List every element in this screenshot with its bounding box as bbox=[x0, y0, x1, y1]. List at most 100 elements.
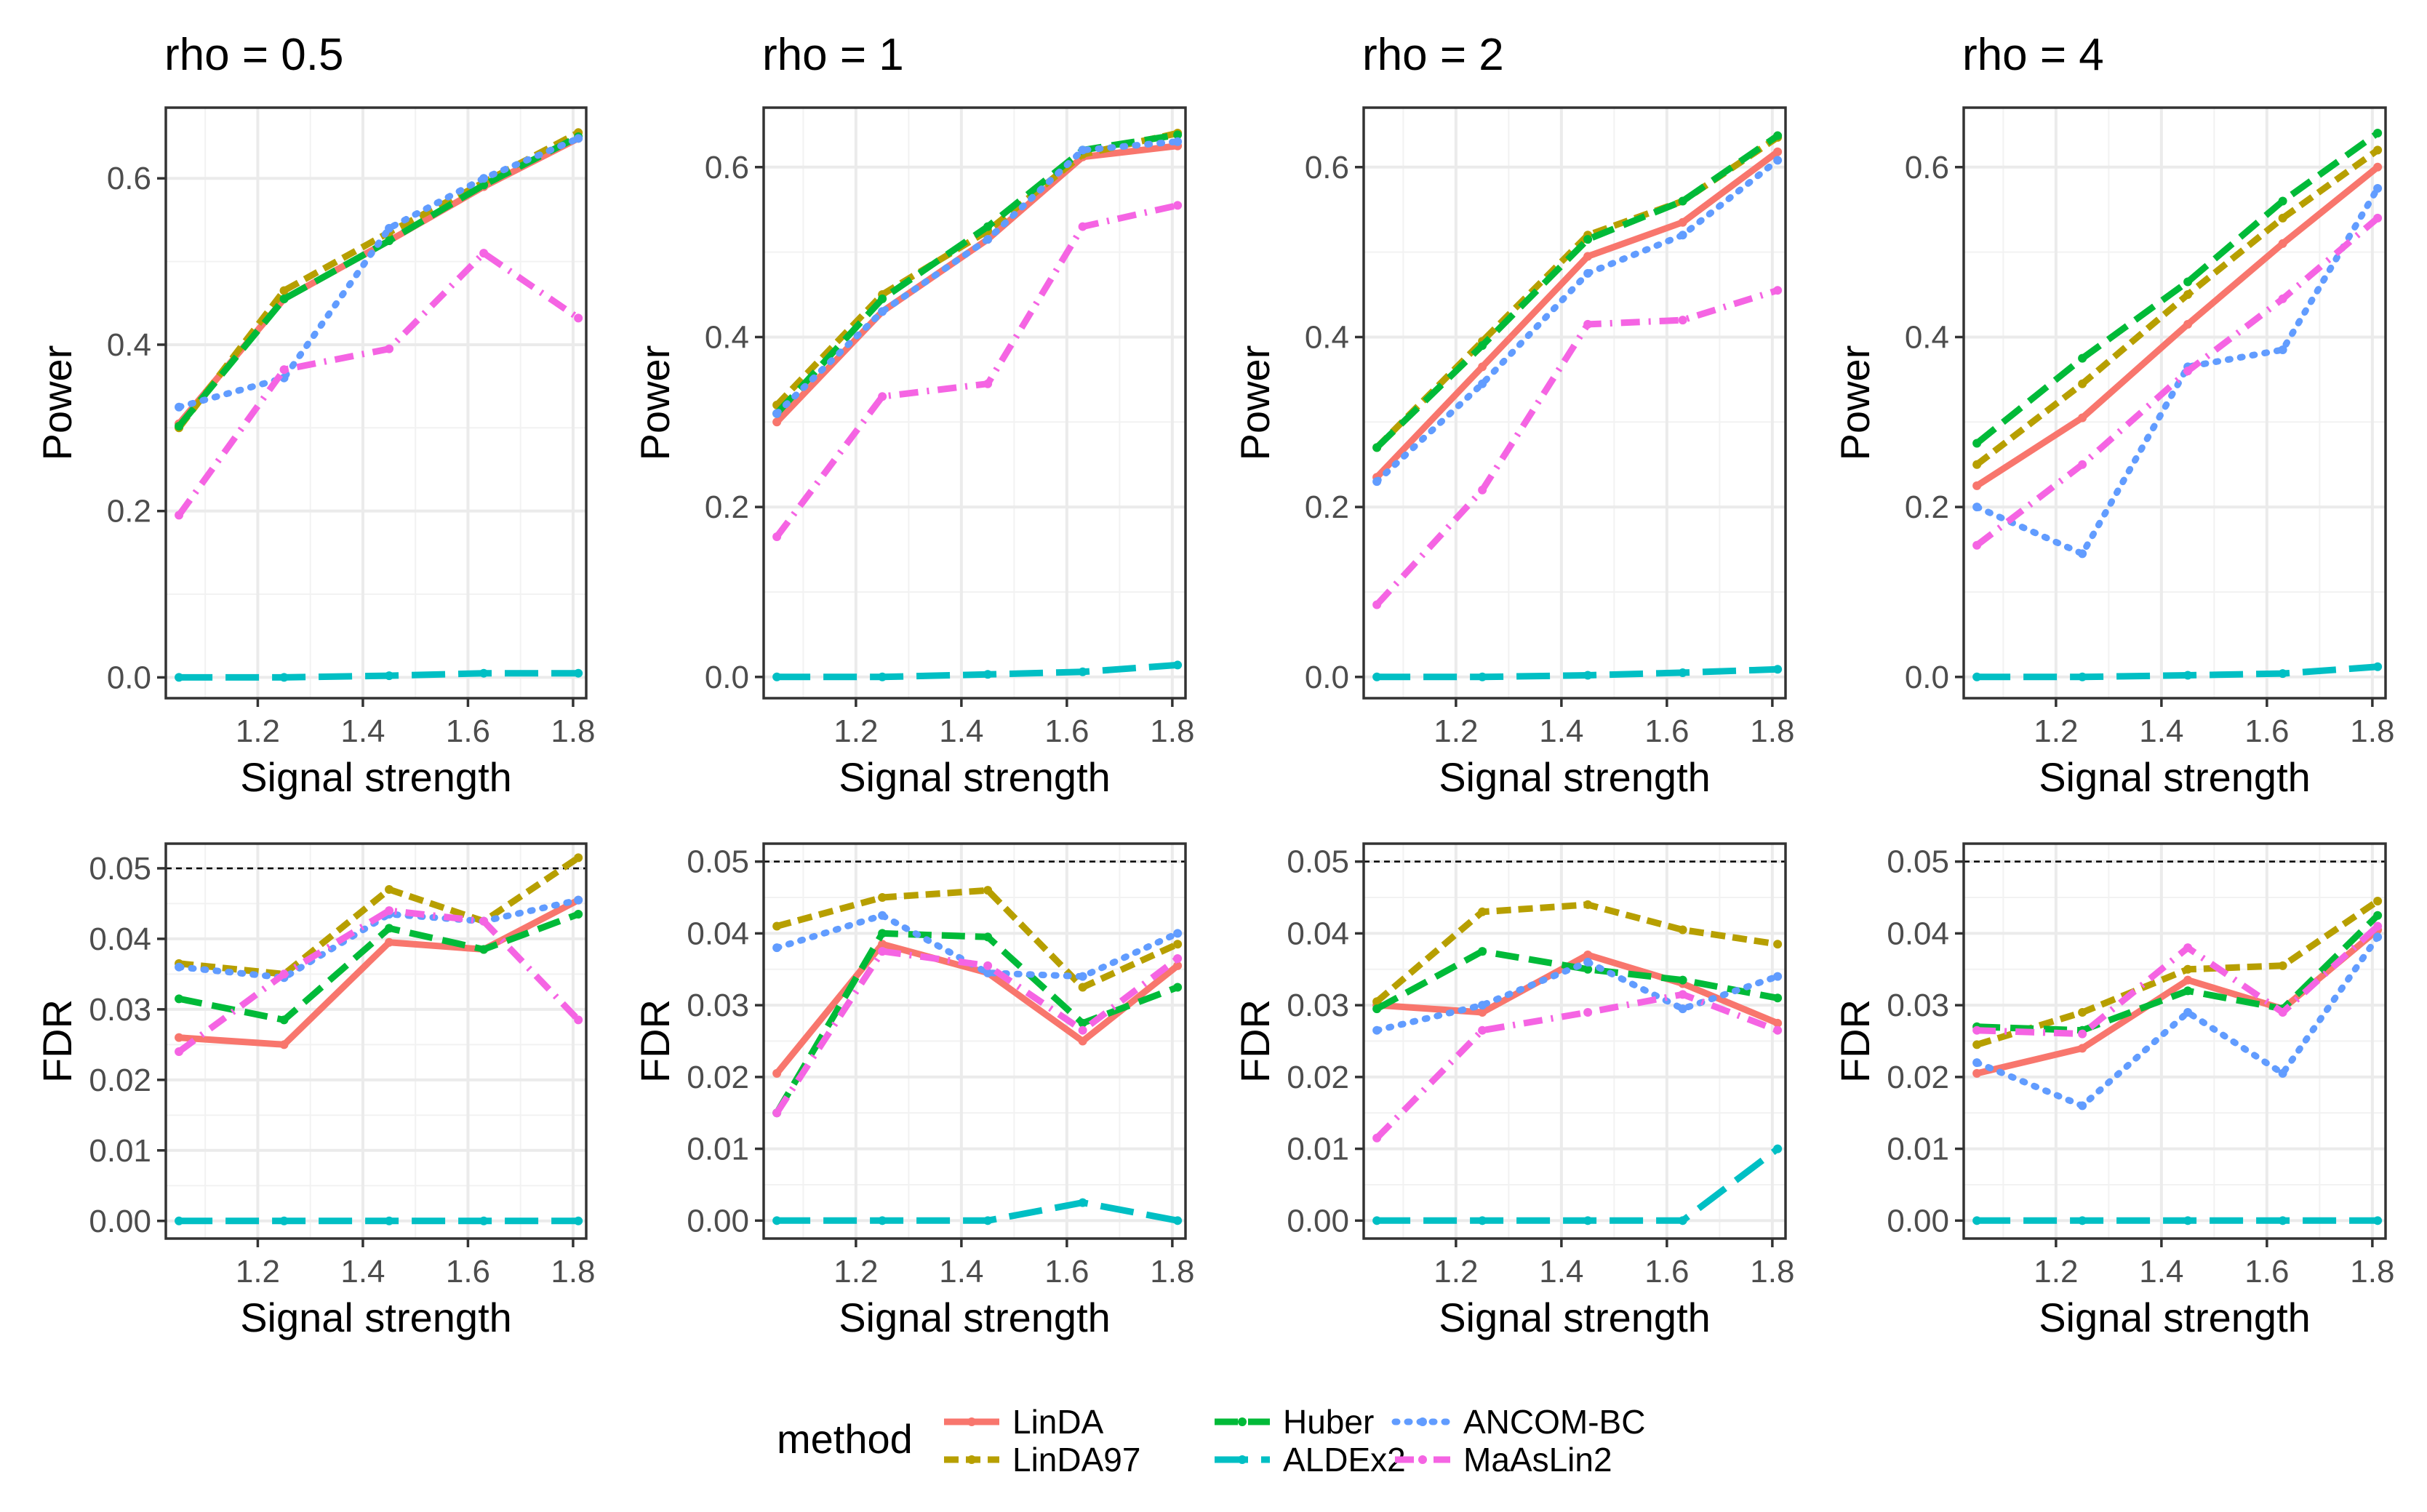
y-tick-label: 0.02 bbox=[1287, 1060, 1349, 1095]
data-point-huber bbox=[1972, 439, 1982, 448]
data-point-maaslin2 bbox=[2183, 367, 2193, 376]
data-point-linda bbox=[772, 1068, 782, 1078]
panel-title-rho-1: rho = 1 bbox=[762, 30, 904, 80]
panel-rho-1-power: 0.0 0.2 0.4 0.6 1.2 1.4 1.6 1.8 Signal strength P… bbox=[632, 106, 1194, 800]
panel-rho-4-power: 0.0 0.2 0.4 0.6 1.2 1.4 1.6 1.8 Signal strength P… bbox=[1832, 106, 2394, 800]
data-point-huber bbox=[1372, 1004, 1382, 1014]
data-point-ancom-bc bbox=[2183, 1008, 2193, 1017]
x-tick-label: 1.4 bbox=[1539, 1254, 1583, 1289]
data-point-linda97 bbox=[2373, 896, 2383, 905]
data-point-huber bbox=[1173, 130, 1183, 140]
data-point-linda97 bbox=[279, 286, 289, 295]
data-point-huber bbox=[983, 222, 993, 231]
data-point-maaslin2 bbox=[772, 532, 782, 542]
data-point-aldex2 bbox=[1583, 1216, 1593, 1225]
data-point-aldex2 bbox=[279, 1216, 289, 1225]
data-point-linda bbox=[2373, 162, 2383, 172]
panel-border bbox=[1962, 106, 2387, 700]
data-point-aldex2 bbox=[1773, 1144, 1783, 1153]
data-point-huber bbox=[1372, 443, 1382, 452]
data-point-ancom-bc bbox=[574, 134, 583, 143]
data-point-maaslin2 bbox=[983, 379, 993, 388]
data-point-aldex2 bbox=[1372, 672, 1382, 681]
y-axis-title: Power bbox=[632, 345, 678, 461]
data-point-aldex2 bbox=[2078, 1216, 2087, 1225]
data-point-aldex2 bbox=[574, 668, 583, 678]
data-point-maaslin2 bbox=[772, 1108, 782, 1118]
y-axis-title: Power bbox=[1232, 345, 1278, 461]
x-tick-label: 1.6 bbox=[446, 1254, 490, 1289]
panel-border bbox=[1962, 842, 2387, 1240]
y-tick-label: 0.01 bbox=[687, 1132, 749, 1167]
panel-title-rho-2: rho = 2 bbox=[1362, 30, 1504, 80]
data-point-ancom-bc bbox=[1583, 957, 1593, 967]
panel-border bbox=[762, 106, 1187, 700]
legend-key-point bbox=[967, 1417, 976, 1426]
data-point-linda bbox=[1972, 1068, 1982, 1078]
data-point-maaslin2 bbox=[175, 511, 184, 520]
y-tick-label: 0.05 bbox=[89, 851, 151, 887]
x-tick-label: 1.8 bbox=[551, 713, 595, 749]
series-line-maaslin2 bbox=[1374, 991, 1779, 1140]
x-tick-label: 1.8 bbox=[1750, 713, 1794, 749]
data-point-aldex2 bbox=[1773, 665, 1783, 674]
data-point-maaslin2 bbox=[574, 1015, 583, 1025]
data-point-linda bbox=[1583, 951, 1593, 960]
data-point-aldex2 bbox=[479, 1216, 489, 1225]
data-point-linda97 bbox=[983, 886, 993, 895]
x-axis-title: Signal strength bbox=[1439, 754, 1711, 800]
data-point-linda bbox=[2278, 239, 2287, 248]
x-axis-title: Signal strength bbox=[240, 1295, 512, 1340]
data-point-maaslin2 bbox=[1478, 1025, 1487, 1035]
data-point-aldex2 bbox=[2278, 1216, 2287, 1225]
x-tick-label: 1.4 bbox=[939, 1254, 983, 1289]
y-tick-label: 0.05 bbox=[687, 844, 749, 880]
data-point-ancom-bc bbox=[1372, 477, 1382, 487]
data-point-linda bbox=[279, 1040, 289, 1049]
data-point-huber bbox=[1078, 1018, 1087, 1028]
data-point-linda97 bbox=[1773, 940, 1783, 949]
y-tick-label: 0.2 bbox=[107, 494, 151, 529]
data-point-maaslin2 bbox=[1583, 1008, 1593, 1017]
y-axis-title: FDR bbox=[1832, 999, 1878, 1083]
data-point-aldex2 bbox=[878, 1216, 887, 1225]
legend-label-aldex2: ALDEx2 bbox=[1283, 1441, 1406, 1479]
data-point-aldex2 bbox=[2373, 1216, 2383, 1225]
legend-key-point bbox=[1238, 1455, 1247, 1464]
data-point-huber bbox=[878, 929, 887, 938]
x-tick-label: 1.8 bbox=[2350, 713, 2394, 749]
x-axis-title: Signal strength bbox=[839, 754, 1111, 800]
data-point-aldex2 bbox=[1478, 1216, 1487, 1225]
data-point-ancom-bc bbox=[1773, 156, 1783, 165]
data-point-aldex2 bbox=[1173, 1216, 1183, 1225]
data-point-linda bbox=[1972, 481, 1982, 490]
y-tick-label: 0.4 bbox=[1905, 319, 1949, 355]
series-line-huber bbox=[1375, 948, 1778, 1012]
data-point-maaslin2 bbox=[1372, 1133, 1382, 1143]
data-point-huber bbox=[1583, 235, 1593, 244]
series-line-ancom-bc bbox=[1973, 185, 2381, 557]
plot-background bbox=[764, 108, 1185, 698]
x-tick-label: 1.4 bbox=[2139, 1254, 2183, 1289]
data-point-ancom-bc bbox=[1678, 231, 1687, 240]
y-tick-label: 0.02 bbox=[687, 1060, 749, 1095]
data-point-maaslin2 bbox=[479, 249, 489, 258]
data-point-ancom-bc bbox=[1372, 1025, 1382, 1035]
data-point-maaslin2 bbox=[1372, 600, 1382, 609]
y-tick-label: 0.6 bbox=[1305, 150, 1349, 185]
y-tick-label: 0.6 bbox=[705, 150, 749, 185]
data-point-huber bbox=[279, 295, 289, 304]
data-point-aldex2 bbox=[385, 671, 394, 681]
data-point-linda97 bbox=[1078, 983, 1087, 992]
data-point-ancom-bc bbox=[1972, 503, 1982, 512]
legend-item-huber: Huber bbox=[1215, 1403, 1374, 1441]
legend-label-linda97: LinDA97 bbox=[1012, 1441, 1140, 1479]
y-tick-label: 0.00 bbox=[1887, 1203, 1949, 1239]
data-point-maaslin2 bbox=[175, 1047, 184, 1057]
data-point-linda97 bbox=[385, 885, 394, 895]
y-tick-label: 0.4 bbox=[107, 327, 151, 363]
x-tick-label: 1.4 bbox=[1539, 713, 1583, 749]
data-point-maaslin2 bbox=[1972, 540, 1982, 550]
data-point-aldex2 bbox=[878, 672, 887, 681]
series-line-ancom-bc bbox=[1973, 933, 2381, 1109]
